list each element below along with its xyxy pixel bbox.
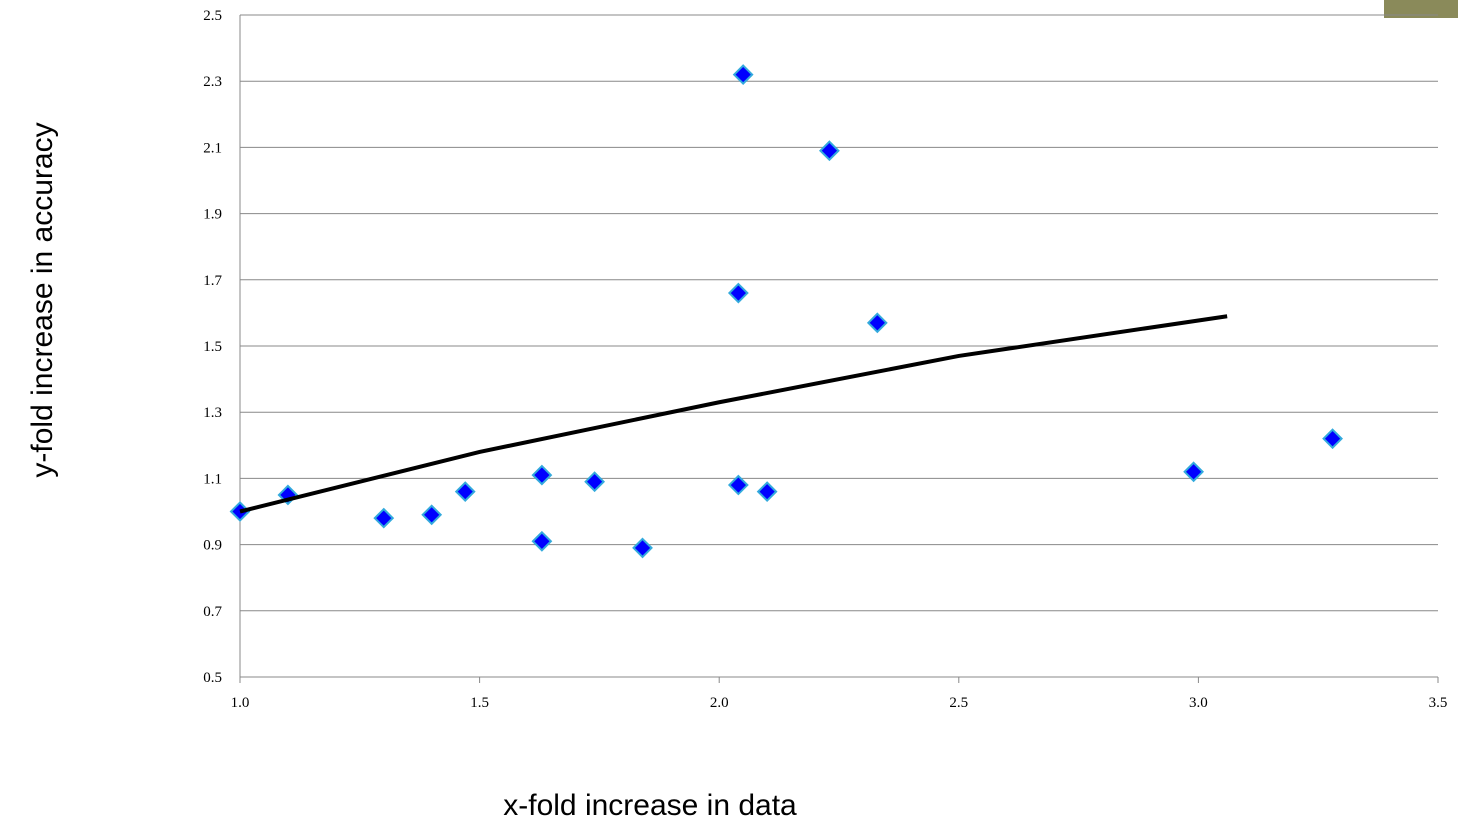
data-point xyxy=(531,464,553,486)
data-point xyxy=(421,504,443,526)
x-tick-label: 3.5 xyxy=(1429,695,1448,711)
data-point xyxy=(1183,461,1205,483)
y-tick-label: 1.9 xyxy=(203,207,222,223)
data-point xyxy=(632,537,653,559)
y-tick-label: 1.7 xyxy=(203,273,222,289)
y-tick-label: 2.5 xyxy=(203,8,222,24)
data-point xyxy=(373,507,395,529)
x-tick-label: 2.0 xyxy=(710,695,729,711)
data-point xyxy=(732,64,754,85)
y-tick-label: 1.1 xyxy=(203,471,222,487)
y-axis-title: y-fold increase in accuracy xyxy=(26,122,59,477)
y-tick-label: 0.5 xyxy=(203,670,222,686)
y-tick-label: 0.9 xyxy=(203,538,222,554)
data-point xyxy=(531,530,553,552)
x-tick-label: 2.5 xyxy=(949,695,968,711)
data-point xyxy=(727,474,749,496)
data-point xyxy=(584,471,606,493)
y-tick-label: 1.5 xyxy=(203,339,222,355)
y-tick-label: 1.3 xyxy=(203,405,222,421)
trend-line xyxy=(239,314,1228,514)
x-tick-label: 1.0 xyxy=(231,695,250,711)
data-point xyxy=(819,140,840,162)
x-tick-label: 1.5 xyxy=(470,695,489,711)
data-point xyxy=(756,481,778,503)
data-point xyxy=(454,481,476,503)
x-axis-title: x-fold increase in data xyxy=(503,789,797,822)
corner-image xyxy=(1384,0,1458,18)
data-point xyxy=(866,312,888,334)
y-tick-label: 2.1 xyxy=(203,140,222,156)
data-point xyxy=(727,282,749,304)
y-tick-label: 2.3 xyxy=(203,74,222,90)
data-point xyxy=(1322,428,1343,450)
x-tick-label: 3.0 xyxy=(1189,695,1208,711)
y-tick-label: 0.7 xyxy=(203,604,222,620)
